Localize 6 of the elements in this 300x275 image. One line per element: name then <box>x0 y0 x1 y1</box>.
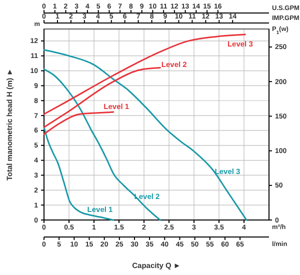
line-series <box>43 126 114 221</box>
line-series <box>43 67 161 128</box>
line-series <box>43 111 114 135</box>
line-series <box>43 68 161 221</box>
line-series <box>43 34 246 115</box>
line-series <box>43 49 248 221</box>
